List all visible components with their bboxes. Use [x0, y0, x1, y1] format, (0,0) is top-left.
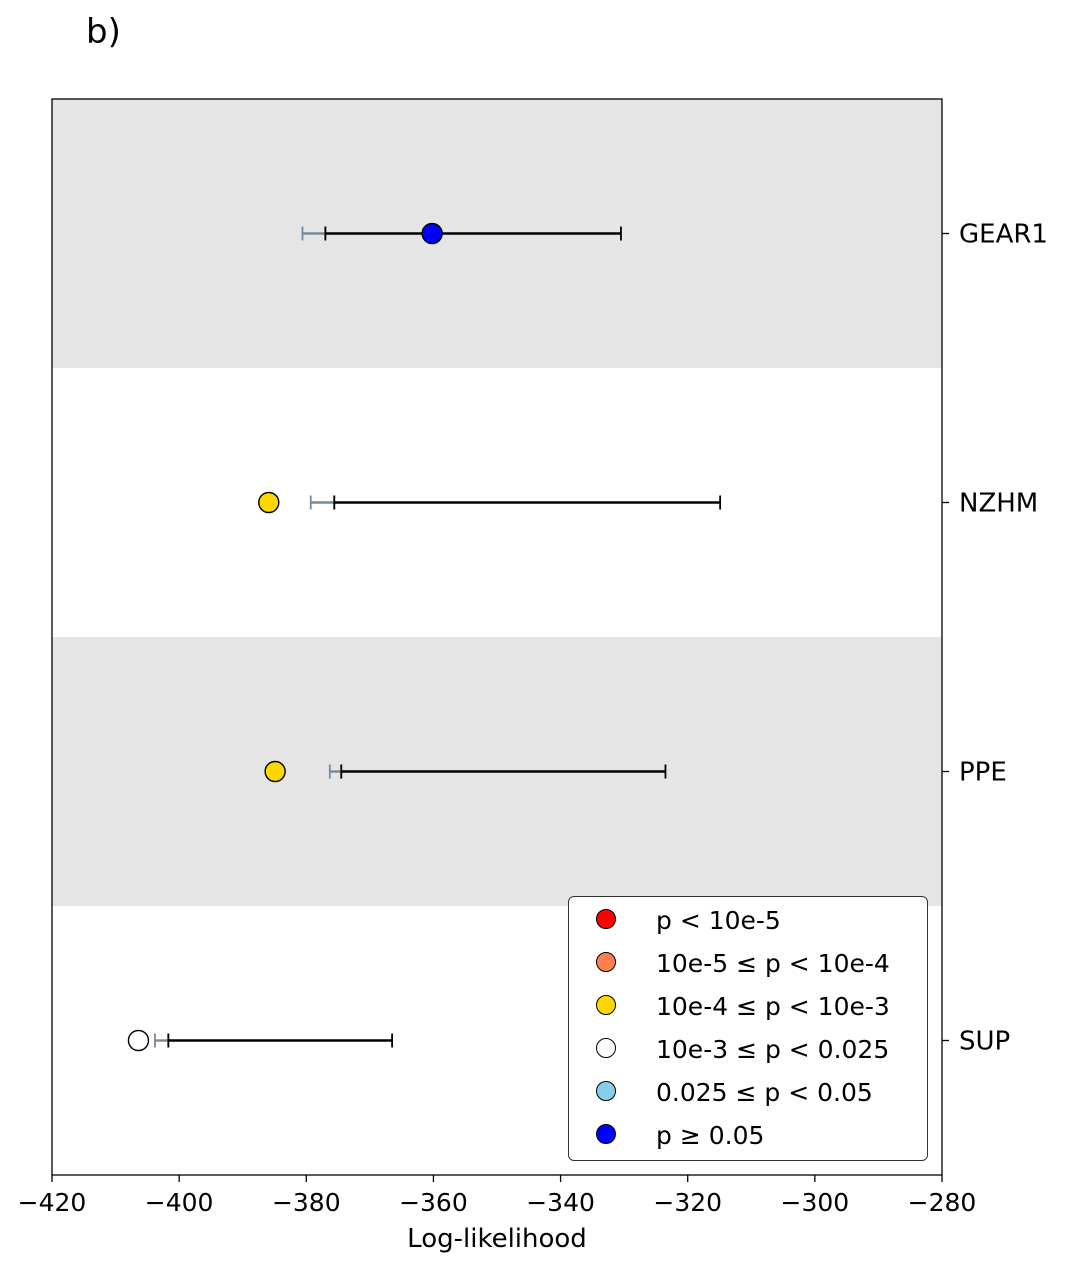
interval-bars: [154, 226, 722, 1048]
legend-marker: [596, 1038, 616, 1058]
legend-item: 10e-4 ≤ p < 10e-3: [569, 986, 927, 1026]
x-axis: −420 −400 −380 −360 −340 −320 −300 −280: [18, 1175, 977, 1217]
observed-markers: [127, 222, 443, 1052]
marker-gear1: [421, 222, 443, 245]
legend-label: 10e-3 ≤ p < 0.025: [656, 1035, 890, 1064]
legend-item: p < 10e-5: [569, 900, 927, 940]
legend-marker: [596, 909, 616, 929]
legend-item: 0.025 ≤ p < 0.05: [569, 1072, 927, 1112]
x-tick-label: −300: [781, 1188, 850, 1217]
plot-frame: [51, 98, 943, 1176]
y-tick-label-ppe: PPE: [959, 758, 1007, 788]
legend-label: 0.025 ≤ p < 0.05: [656, 1078, 873, 1107]
legend-label: p ≥ 0.05: [656, 1121, 765, 1150]
panel-label: b): [86, 12, 121, 52]
x-tick-label: −320: [653, 1188, 722, 1217]
legend-item: 10e-5 ≤ p < 10e-4: [569, 943, 927, 983]
x-tick-label: −420: [18, 1188, 87, 1217]
legend-marker: [596, 995, 616, 1015]
marker-nzhm: [258, 491, 280, 514]
legend-label: p < 10e-5: [656, 906, 781, 935]
y-axis: GEAR1 NZHM PPE SUP: [942, 220, 1048, 1057]
legend-item: p ≥ 0.05: [569, 1115, 927, 1155]
y-tick-label-nzhm: NZHM: [959, 489, 1038, 519]
legend-label: 10e-4 ≤ p < 10e-3: [656, 992, 890, 1021]
legend-label: 10e-5 ≤ p < 10e-4: [656, 949, 890, 978]
y-tick-label-sup: SUP: [959, 1027, 1010, 1057]
legend-item: 10e-3 ≤ p < 0.025: [569, 1029, 927, 1069]
x-axis-label: Log-likelihood: [407, 1224, 587, 1254]
marker-sup: [127, 1029, 150, 1052]
x-tick-label: −360: [399, 1188, 468, 1217]
legend-marker: [596, 952, 616, 972]
y-tick-label-gear1: GEAR1: [959, 220, 1048, 250]
x-tick-label: −400: [145, 1188, 214, 1217]
x-tick-label: −280: [908, 1188, 977, 1217]
x-tick-label: −340: [526, 1188, 595, 1217]
marker-ppe: [264, 760, 286, 783]
legend-marker: [596, 1124, 616, 1144]
legend-marker: [596, 1081, 616, 1101]
x-tick-label: −380: [272, 1188, 341, 1217]
legend: p < 10e-5 10e-5 ≤ p < 10e-4 10e-4 ≤ p < 10…: [568, 896, 928, 1161]
